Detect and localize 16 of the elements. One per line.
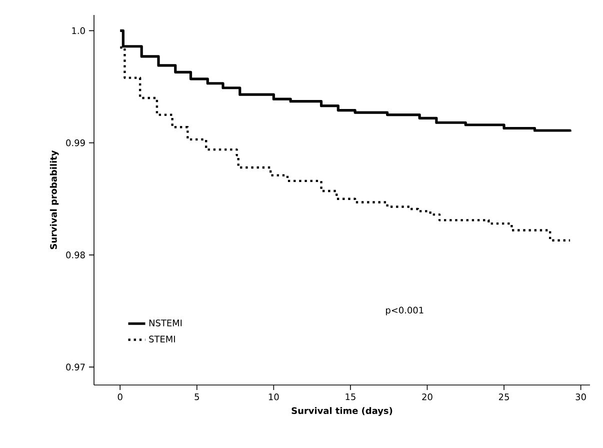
x-tick-label: 10	[268, 394, 279, 400]
x-tick-label: 0	[118, 394, 122, 400]
x-axis-title: Survival time (days)	[292, 407, 392, 416]
legend-label: STEMI	[149, 336, 175, 342]
x-tick-label: 30	[576, 394, 586, 400]
x-tick-label: 5	[194, 394, 199, 400]
x-tick-label: 25	[498, 394, 509, 400]
y-axis-title: Survival probability	[50, 150, 59, 250]
annotation: p<0.001	[386, 306, 424, 316]
y-tick-label: 0.98	[66, 252, 85, 258]
x-tick-label: 20	[422, 394, 432, 400]
x-tick-label: 15	[346, 394, 356, 400]
y-tick-label: 1.0	[72, 27, 85, 34]
legend-label: NSTEMI	[149, 320, 182, 326]
y-tick-label: 0.99	[66, 139, 85, 146]
y-tick-label: 0.97	[66, 364, 85, 370]
